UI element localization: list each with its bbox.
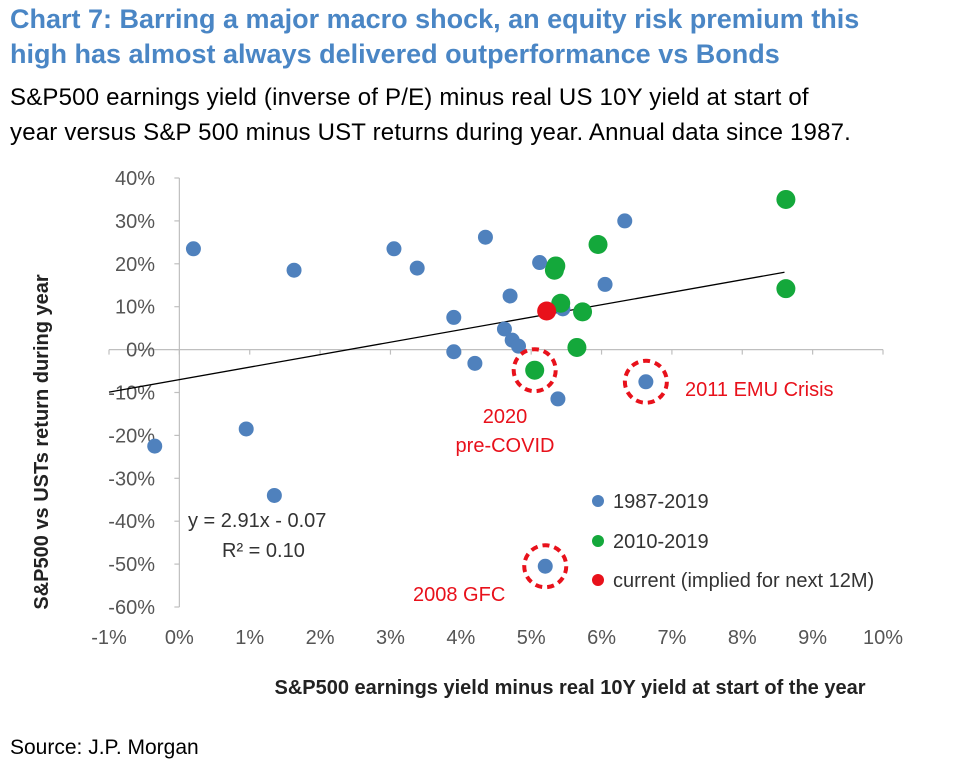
point-1987-2019	[467, 355, 483, 371]
point-1987-2019	[638, 374, 654, 390]
point-1987-2019	[511, 338, 527, 354]
x-tick-label: 6%	[587, 627, 616, 649]
chart-title: Chart 7: Barring a major macro shock, an…	[10, 2, 960, 72]
chart-subtitle: S&P500 earnings yield (inverse of P/E) m…	[10, 80, 960, 150]
point-2010-2019	[588, 234, 608, 254]
y-tick-label: -50%	[108, 554, 155, 576]
y-tick-label: 30%	[115, 211, 155, 233]
point-2010-2019	[525, 360, 545, 380]
x-tick-label: 2%	[306, 627, 335, 649]
point-1987-2019	[502, 288, 518, 304]
y-tick-label: -40%	[108, 511, 155, 533]
annotation-2008-gfc: 2008 GFC	[413, 584, 505, 606]
point-1987-2019	[446, 344, 462, 360]
annotation-2011-emu-crisis: 2011 EMU Crisis	[685, 379, 834, 401]
y-tick-label: 40%	[115, 168, 155, 190]
point-1987-2019	[386, 241, 402, 257]
point-2010-2019	[776, 279, 796, 299]
x-tick-labels: -1% 0% 1% 2% 3% 4% 5% 6% 7% 8% 9% 10%	[91, 627, 903, 649]
point-2010-2019	[551, 293, 571, 313]
annotation-2020-label: 2020	[483, 406, 528, 428]
y-tick-label: 10%	[115, 297, 155, 319]
highlight-circle-2020-pre-covid	[511, 347, 558, 394]
point-1987-2019	[597, 276, 613, 292]
y-axis-title: S&P500 vs USTs return during year	[31, 274, 53, 610]
point-1987-2019	[477, 229, 493, 245]
x-tick-label: 1%	[235, 627, 264, 649]
point-1987-2019	[409, 260, 425, 276]
chart-subtitle-line-1: S&P500 earnings yield (inverse of P/E) m…	[10, 84, 809, 111]
legend-label-current: current (implied for next 12M)	[613, 570, 874, 592]
x-tick-label: 0%	[165, 627, 194, 649]
point-2010-2019	[776, 189, 796, 209]
y-tick-labels: 40% 30% 20% 10% 0% -10% -20% -30% -40% -50% -60%	[108, 168, 155, 619]
point-1987-2019	[238, 421, 254, 437]
point-current	[537, 301, 557, 321]
x-axis-title: S&P500 earnings yield minus real 10Y yie…	[275, 677, 866, 699]
trend-line	[108, 271, 785, 393]
legend-label-2010-2019: 2010-2019	[613, 531, 709, 553]
chart-title-line-2: high has almost always delivered outperf…	[10, 39, 780, 69]
source-note: Source: J.P. Morgan	[10, 736, 199, 759]
y-tick-label: 0%	[126, 340, 155, 362]
point-2010-2019	[567, 337, 587, 357]
point-1987-2019	[537, 558, 553, 574]
annotation-pre-covid-label: pre-COVID	[456, 435, 555, 457]
chart-title-line-1: Chart 7: Barring a major macro shock, an…	[10, 4, 860, 34]
chart-subtitle-line-2: year versus S&P 500 minus UST returns du…	[10, 119, 852, 146]
point-1987-2019	[266, 487, 282, 503]
point-1987-2019	[550, 391, 566, 407]
trendline-equation: y = 2.91x - 0.07	[188, 510, 326, 532]
point-2010-2019	[546, 256, 566, 276]
point-1987-2019	[446, 309, 462, 325]
legend-marker-current	[592, 574, 604, 586]
point-1987-2019	[496, 321, 512, 337]
point-2010-2019	[573, 302, 593, 322]
data-points	[147, 189, 796, 574]
point-1987-2019	[147, 438, 163, 454]
y-tick-label: -30%	[108, 468, 155, 490]
legend-label-1987-2019: 1987-2019	[613, 491, 709, 513]
y-tick-label: -10%	[108, 383, 155, 405]
y-tick-label: -20%	[108, 425, 155, 447]
x-tick-label: 10%	[863, 627, 903, 649]
y-tick-label: -60%	[108, 597, 155, 619]
x-tick-label: 7%	[657, 627, 686, 649]
x-tick-label: 8%	[728, 627, 757, 649]
x-tick-label: 9%	[798, 627, 827, 649]
point-1987-2019	[286, 262, 302, 278]
legend-marker-1987-2019	[592, 495, 604, 507]
point-1987-2019	[617, 213, 633, 229]
y-tick-label: 20%	[115, 254, 155, 276]
point-1987-2019	[532, 255, 548, 271]
x-tick-label: 4%	[446, 627, 475, 649]
highlight-circle-2008-gfc	[522, 543, 569, 590]
highlight-circles	[511, 347, 669, 590]
highlight-circle-2011-emu-crisis	[622, 358, 669, 405]
x-tick-label: -1%	[91, 627, 127, 649]
trendline-r-squared: R² = 0.10	[222, 540, 305, 562]
x-tick-label: 5%	[517, 627, 546, 649]
legend-marker-2010-2019	[592, 535, 604, 547]
legend: 1987-2019 2010-2019 current (implied for…	[592, 491, 874, 592]
axes-layer	[108, 177, 884, 608]
point-1987-2019	[185, 241, 201, 257]
x-tick-label: 3%	[376, 627, 405, 649]
